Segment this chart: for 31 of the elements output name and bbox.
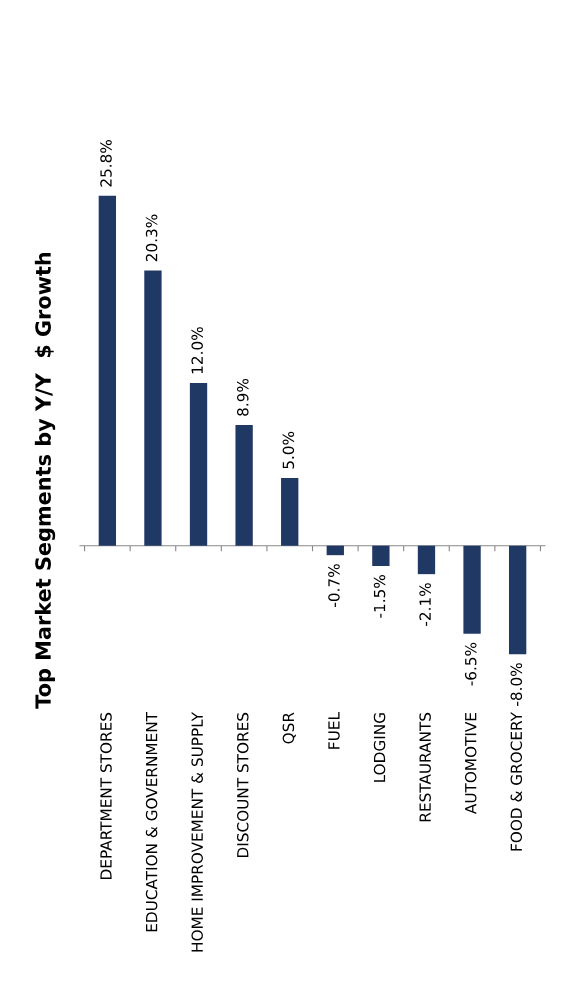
bar (326, 545, 344, 556)
data-label: 20.3% (145, 214, 158, 262)
bar (281, 477, 299, 546)
bar (189, 382, 208, 546)
bar (463, 545, 481, 634)
x-tick-label: DISCOUNT STORES (236, 712, 249, 857)
bar (508, 545, 527, 655)
data-label: -2.1% (419, 583, 431, 626)
data-label: 5.0% (282, 431, 295, 469)
text: Top Market Segments by Y/Y $ Growth (34, 252, 56, 709)
x-tick-label: RESTAURANTS (419, 712, 431, 822)
bar (98, 195, 117, 546)
x-tick-label: FOOD & GROCERY (510, 711, 523, 851)
data-label: -1.5% (373, 575, 386, 618)
data-label: 8.9% (236, 378, 249, 416)
x-tick-label: DEPARTMENT STORES (100, 712, 112, 879)
x-tick-label: FUEL (328, 712, 340, 749)
x-tick-label: QSR (282, 712, 296, 744)
bar (417, 545, 436, 575)
x-tick-label: AUTOMOTIVE (464, 712, 477, 815)
x-tick-label: LODGING (373, 713, 386, 782)
data-label: -6.5% (464, 642, 477, 686)
data-label: 12.0% (191, 327, 203, 374)
data-label: -0.7% (328, 564, 340, 607)
bar (144, 270, 162, 546)
data-label: 25.8% (100, 140, 112, 187)
x-tick-label: EDUCATION & GOVERNMENT (145, 711, 158, 932)
data-label: -8.0% (510, 663, 523, 706)
bar (235, 425, 253, 546)
bar (372, 545, 390, 567)
x-tick-label: HOME IMPROVEMENT & SUPPLY (191, 711, 203, 952)
